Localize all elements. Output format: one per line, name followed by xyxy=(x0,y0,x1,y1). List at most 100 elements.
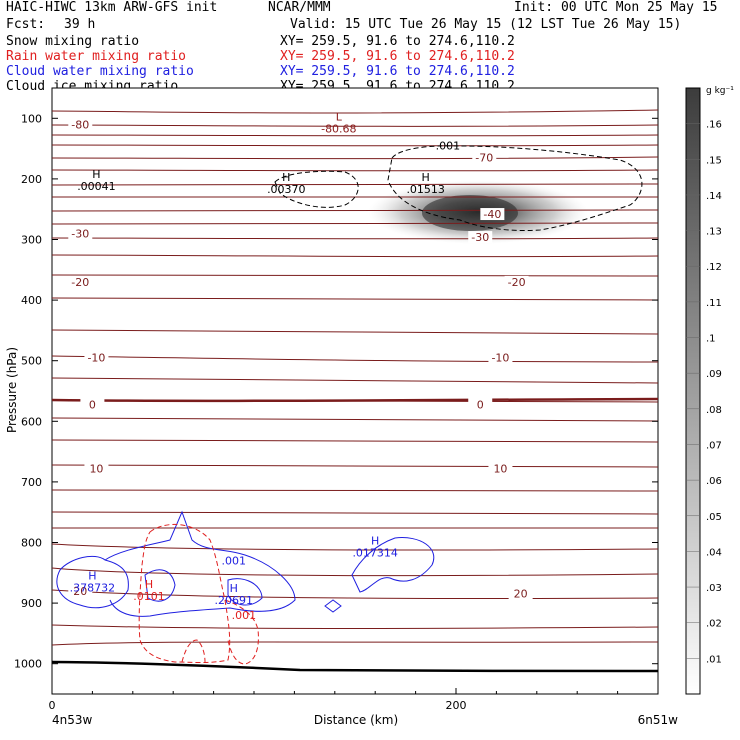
temp-label: -40 xyxy=(483,208,501,221)
temp-label: 20 xyxy=(514,587,528,600)
y-tick-label: 400 xyxy=(21,294,42,307)
temp-label-bg xyxy=(84,462,109,475)
temp-label: -80 xyxy=(71,118,89,131)
colorbar-level-label: .13 xyxy=(706,227,722,238)
colorbar-level-label: .01 xyxy=(706,654,722,665)
field-xy-cloud-water: XY= 259.5, 91.6 to 274.6,110.2 xyxy=(280,64,515,79)
isotherm xyxy=(52,237,658,240)
temp-label-bg xyxy=(472,151,497,164)
temp-label: -70 xyxy=(475,152,493,165)
temp-label: -10 xyxy=(87,352,105,365)
extremum-value: .20691 xyxy=(215,594,254,607)
colorbar-level-label: .04 xyxy=(706,547,722,558)
y-tick-label: 200 xyxy=(21,173,42,186)
isotherm xyxy=(52,567,658,577)
colorbar-level-label: .09 xyxy=(706,369,722,380)
isotherm xyxy=(52,156,658,160)
temp-label-bg xyxy=(504,275,529,288)
isotherm xyxy=(52,543,658,551)
rain-contour-low xyxy=(181,639,206,663)
isotherm xyxy=(52,124,658,127)
plot-frame xyxy=(51,87,659,695)
temp-label-bg xyxy=(80,398,105,411)
temp-label: 0 xyxy=(477,398,484,411)
extremum-value: .00370 xyxy=(267,183,306,196)
extremum-value: .378732 xyxy=(70,582,116,595)
isotherm xyxy=(52,109,658,114)
org-label: NCAR/MMM xyxy=(268,0,331,15)
colorbar-level-label: .06 xyxy=(706,476,722,487)
cloud-water-contour-main xyxy=(104,510,296,617)
x-tick-label: 200 xyxy=(446,699,467,712)
rain-contour-tail xyxy=(224,599,259,665)
y-axis-label: Pressure (hPa) xyxy=(5,347,19,433)
temp-label: 20 xyxy=(73,585,87,598)
colorbar-level-label: .16 xyxy=(706,120,722,131)
extremum-marker: L xyxy=(336,110,343,123)
temp-label-bg xyxy=(468,231,493,244)
x-tick-label: 0 xyxy=(49,699,56,712)
extremum-value: .0101 xyxy=(133,590,165,603)
colorbar-level-label: .03 xyxy=(706,583,722,594)
x-axis-label: Distance (km) xyxy=(314,713,398,727)
extremum-value: -80.68 xyxy=(321,122,356,135)
cloud-water-contour-right xyxy=(351,537,435,593)
isotherm xyxy=(52,169,658,172)
temp-label: -30 xyxy=(71,227,89,240)
extremum-marker: H xyxy=(422,171,430,184)
field-name-rain: Rain water mixing ratio xyxy=(6,49,187,64)
contour-label: .001 xyxy=(232,609,257,622)
colorbar-level-label: .12 xyxy=(706,262,722,273)
isotherm xyxy=(52,297,658,301)
temp-label-bg xyxy=(68,227,93,240)
cloud-water-contour-inner xyxy=(144,569,176,602)
temp-label-bg xyxy=(488,351,513,364)
snow-contour-small xyxy=(274,170,359,208)
field-xy-snow: XY= 259.5, 91.6 to 274.6,110.2 xyxy=(280,34,515,49)
extremum-marker: H xyxy=(88,570,96,583)
colorbar-level-label: .07 xyxy=(706,440,722,451)
extremum-marker: H xyxy=(145,578,153,591)
isotherm xyxy=(52,641,658,646)
isotherm xyxy=(52,329,658,335)
y-tick-label: 300 xyxy=(21,234,42,247)
temp-label-bg xyxy=(480,208,505,221)
cloud-water-contour-diamond xyxy=(324,599,342,613)
rain-contour xyxy=(138,523,231,663)
temp-label: 10 xyxy=(89,463,103,476)
colorbar-unit: g kg⁻¹ xyxy=(706,86,734,96)
fcst-label: Fcst: xyxy=(6,17,46,32)
extremum-marker: H xyxy=(282,171,290,184)
colorbar-level-label: .02 xyxy=(706,619,722,630)
temp-label-bg xyxy=(84,351,109,364)
colorbar-level-label: .14 xyxy=(706,191,722,202)
extremum-marker: H xyxy=(371,535,379,548)
fcst-value: 39 h xyxy=(64,17,96,32)
isotherm xyxy=(52,355,658,363)
isotherm xyxy=(52,144,658,147)
ground-surface xyxy=(52,660,658,673)
y-tick-label: 900 xyxy=(21,597,42,610)
y-tick-label: 600 xyxy=(21,415,42,428)
extremum-marker: H xyxy=(92,168,100,181)
temp-label-bg xyxy=(468,398,493,411)
model-title: HAIC-HIWC 13km ARW-GFS init xyxy=(6,0,218,15)
contour-label: .001 xyxy=(436,140,461,153)
isotherm xyxy=(52,134,658,137)
valid-time: Valid: 15 UTC Tue 26 May 15 (12 LST Tue … xyxy=(290,17,682,32)
temp-label: 0 xyxy=(89,398,96,411)
field-name-snow: Snow mixing ratio xyxy=(6,34,140,49)
y-tick-label: 500 xyxy=(21,355,42,368)
colorbar-level-label: .15 xyxy=(706,155,722,166)
temp-label-bg xyxy=(68,584,93,597)
temp-label: -30 xyxy=(471,231,489,244)
contour-label: .001 xyxy=(222,555,247,568)
temp-label-bg xyxy=(508,587,533,600)
colorbar xyxy=(685,87,701,695)
isotherm xyxy=(52,254,658,258)
colorbar-level-label: .11 xyxy=(706,298,722,309)
left-endpoint-label: 4n53w xyxy=(52,713,93,727)
temp-label: 10 xyxy=(493,463,507,476)
isotherm xyxy=(52,274,658,277)
